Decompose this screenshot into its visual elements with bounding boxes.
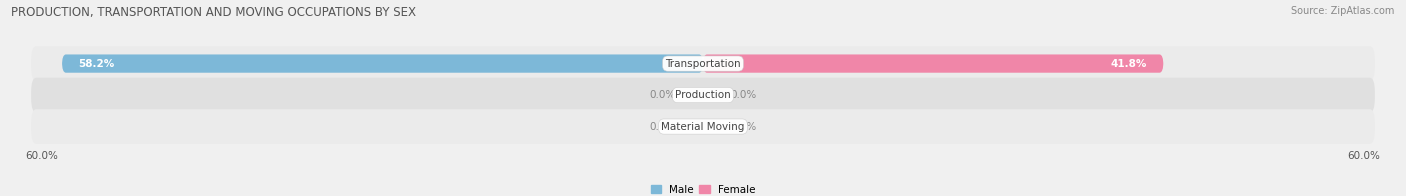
FancyBboxPatch shape	[31, 46, 1375, 81]
Text: 0.0%: 0.0%	[731, 122, 756, 132]
Text: Production: Production	[675, 90, 731, 100]
FancyBboxPatch shape	[62, 54, 703, 73]
Text: 0.0%: 0.0%	[650, 90, 675, 100]
FancyBboxPatch shape	[31, 78, 1375, 112]
FancyBboxPatch shape	[703, 54, 1163, 73]
FancyBboxPatch shape	[31, 109, 1375, 144]
Legend: Male, Female: Male, Female	[647, 181, 759, 196]
Text: 0.0%: 0.0%	[650, 122, 675, 132]
Text: Source: ZipAtlas.com: Source: ZipAtlas.com	[1291, 6, 1395, 16]
Text: 0.0%: 0.0%	[731, 90, 756, 100]
Text: 58.2%: 58.2%	[79, 59, 115, 69]
Text: PRODUCTION, TRANSPORTATION AND MOVING OCCUPATIONS BY SEX: PRODUCTION, TRANSPORTATION AND MOVING OC…	[11, 6, 416, 19]
Text: Material Moving: Material Moving	[661, 122, 745, 132]
Text: Transportation: Transportation	[665, 59, 741, 69]
Text: 41.8%: 41.8%	[1111, 59, 1147, 69]
